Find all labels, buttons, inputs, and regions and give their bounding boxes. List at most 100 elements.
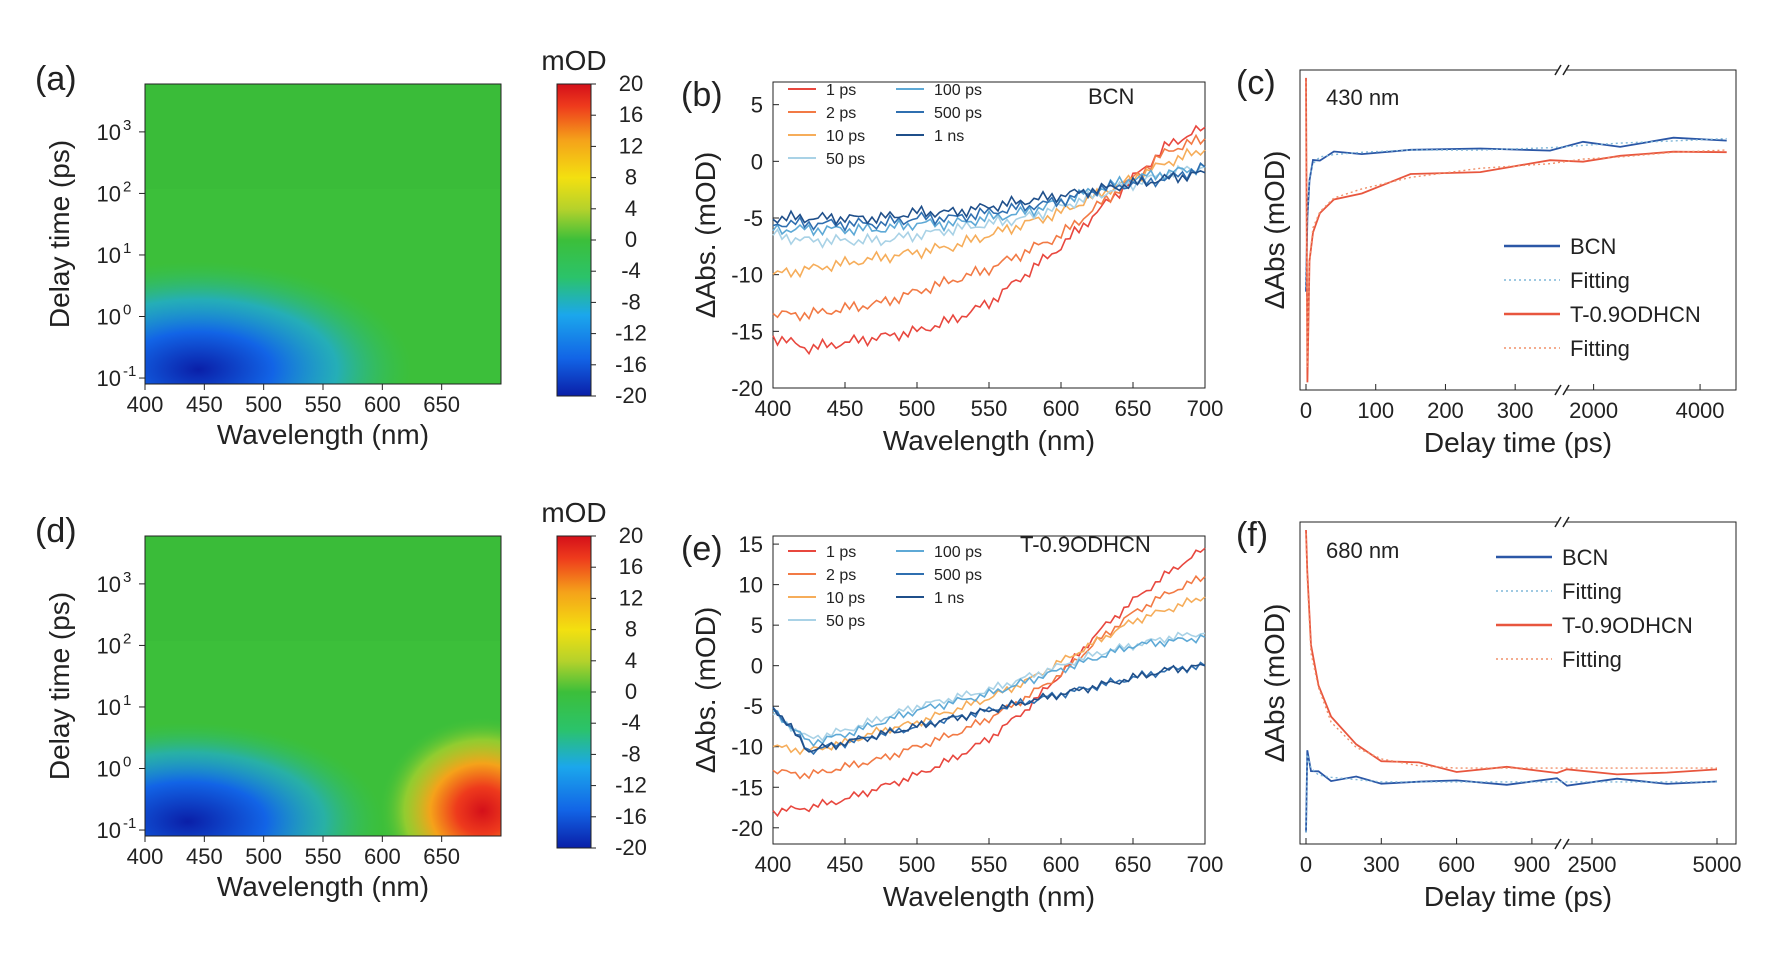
- series-line-1ns: [772, 663, 1206, 753]
- y-tick-label: 10: [97, 633, 121, 658]
- x-tick-label: 400: [127, 844, 164, 869]
- x-axis-label: Delay time (ps): [1424, 427, 1612, 458]
- y-tick-exponent: -1: [123, 815, 136, 832]
- y-tick-label: 10: [97, 572, 121, 597]
- series-line-2ps: [772, 574, 1206, 780]
- x-tick-label: 450: [186, 392, 223, 417]
- y-tick-exponent: 0: [123, 753, 131, 770]
- y-tick-exponent: 2: [123, 178, 131, 195]
- colorbar-tick-label: 12: [619, 133, 643, 158]
- colorbar-tick-label: 16: [619, 554, 643, 579]
- series-line-2: [1305, 529, 1718, 776]
- y-tick-label: 10: [97, 181, 121, 206]
- colorbar-tick-label: -4: [621, 710, 641, 735]
- x-axis-label: Wavelength (nm): [217, 871, 429, 902]
- legend-label: 100 ps: [934, 82, 982, 99]
- x-axis-label: Wavelength (nm): [883, 881, 1095, 912]
- panel-label: (c): [1236, 64, 1276, 102]
- x-tick-label: 450: [827, 396, 864, 421]
- x-tick-label: 650: [1115, 396, 1152, 421]
- wavelength-annotation: 680 nm: [1326, 538, 1399, 563]
- x-axis-label: Wavelength (nm): [883, 425, 1095, 456]
- series-line-500ps: [772, 661, 1206, 756]
- plot-frame: [1299, 521, 1737, 845]
- colorbar: [556, 83, 592, 397]
- heatmap-band: [145, 84, 501, 189]
- colorbar-tick-label: 0: [625, 227, 637, 252]
- x-tick-label: 450: [186, 844, 223, 869]
- legend-label: 50 ps: [826, 151, 865, 168]
- series-line-3: [1305, 81, 1727, 368]
- colorbar-tick-label: -20: [615, 835, 647, 860]
- legend-label: 2 ps: [826, 105, 856, 122]
- legend-label: Fitting: [1562, 579, 1622, 604]
- colorbar-tick-label: -4: [621, 258, 641, 283]
- x-tick-label: 0: [1300, 398, 1312, 423]
- kinetics-panel-c: (c) 0 100 200 300 2000 4000 Delay time (ps) ΔAbs…: [1236, 64, 1737, 458]
- panel-label: (a): [35, 60, 77, 98]
- y-tick-label: 10: [97, 818, 121, 843]
- x-tick-label: 650: [423, 844, 460, 869]
- x-tick-label: 600: [364, 844, 401, 869]
- y-tick-label: 10: [97, 120, 121, 145]
- y-axis-label: ΔAbs. (mOD): [690, 152, 721, 318]
- y-tick-label: -15: [731, 775, 763, 800]
- spectra-panel-b: (b) 400 450 500 550 600 650 700 5 0 -5 -10 -15 -20 Wav…: [681, 76, 1223, 456]
- y-tick-label: -20: [731, 816, 763, 841]
- panel-label: (e): [681, 530, 723, 568]
- colorbar-title: mOD: [541, 45, 606, 76]
- y-axis-label: ΔAbs. (mOD): [690, 607, 721, 773]
- y-tick-label: -10: [731, 735, 763, 760]
- colorbar-tick-label: 16: [619, 102, 643, 127]
- legend-label: 1 ns: [934, 128, 964, 145]
- axis-break-gap: [1558, 517, 1566, 527]
- colorbar-tick-label: 4: [625, 648, 637, 673]
- legend-label: Fitting: [1562, 647, 1622, 672]
- series-line-1ps: [772, 124, 1206, 356]
- y-tick-exponent: 2: [123, 630, 131, 647]
- x-tick-label: 600: [1043, 396, 1080, 421]
- y-tick-label: 15: [739, 532, 763, 557]
- plot-frame: [1299, 69, 1737, 391]
- y-axis-label: Delay time (ps): [44, 140, 75, 328]
- y-axis-label: ΔAbs (mOD): [1259, 604, 1290, 763]
- series-line-1ns: [772, 170, 1206, 226]
- series-line-1: [1305, 754, 1717, 833]
- y-tick-label: 10: [739, 573, 763, 598]
- colorbar-tick-label: 4: [625, 196, 637, 221]
- x-tick-label: 900: [1514, 852, 1551, 877]
- colorbar-title: mOD: [541, 497, 606, 528]
- x-tick-label: 400: [755, 852, 792, 877]
- y-tick-label: -5: [743, 694, 763, 719]
- x-tick-label: 2500: [1568, 852, 1617, 877]
- sample-annotation: BCN: [1088, 84, 1134, 109]
- colorbar-tick-label: -12: [615, 321, 647, 346]
- x-tick-label: 600: [1438, 852, 1475, 877]
- y-tick-label: 10: [97, 756, 121, 781]
- y-tick-label: 5: [751, 613, 763, 638]
- series-line-50ps: [772, 631, 1206, 742]
- legend-label: 1 ns: [934, 590, 964, 607]
- axis-break-mark: [1562, 64, 1570, 76]
- y-axis-label: ΔAbs (mOD): [1259, 151, 1290, 310]
- heatmap-negative-region: [145, 204, 501, 384]
- panel-label: (b): [681, 76, 723, 114]
- colorbar-tick-label: 8: [625, 617, 637, 642]
- x-tick-label: 650: [423, 392, 460, 417]
- legend-label: Fitting: [1570, 336, 1630, 361]
- colorbar-tick-label: 20: [619, 71, 643, 96]
- x-tick-label: 500: [245, 392, 282, 417]
- wavelength-annotation: 430 nm: [1326, 85, 1399, 110]
- legend-label: T-0.9ODHCN: [1562, 613, 1693, 638]
- axis-break-mark: [1554, 384, 1562, 396]
- colorbar: [556, 535, 592, 849]
- x-tick-label: 4000: [1676, 398, 1725, 423]
- y-axis-label: Delay time (ps): [44, 592, 75, 780]
- x-axis-label: Wavelength (nm): [217, 419, 429, 450]
- x-tick-label: 300: [1497, 398, 1534, 423]
- y-tick-exponent: -1: [123, 363, 136, 380]
- y-tick-label: -20: [731, 376, 763, 401]
- heatmap-band: [145, 536, 501, 641]
